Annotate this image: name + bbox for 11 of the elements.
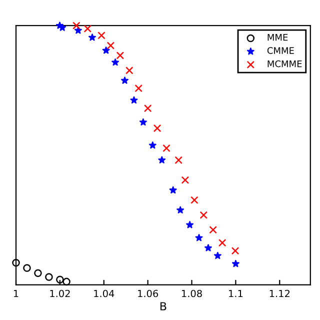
legend-label: CMME (267, 47, 294, 54)
x-tick-label: 1.02 (50, 290, 70, 298)
x-tick-label: 1.08 (182, 290, 202, 298)
x-tick-label: 1.04 (94, 290, 114, 298)
x-tick-label: 1 (14, 290, 18, 298)
x-tick-label: 1.12 (270, 290, 290, 298)
x-tick-label: 1.1 (229, 290, 243, 298)
legend-label: MCMME (268, 60, 302, 68)
legend-label: MME (268, 34, 288, 41)
x-tick-label: 1.06 (138, 290, 158, 298)
x-axis-title: B (160, 302, 166, 310)
